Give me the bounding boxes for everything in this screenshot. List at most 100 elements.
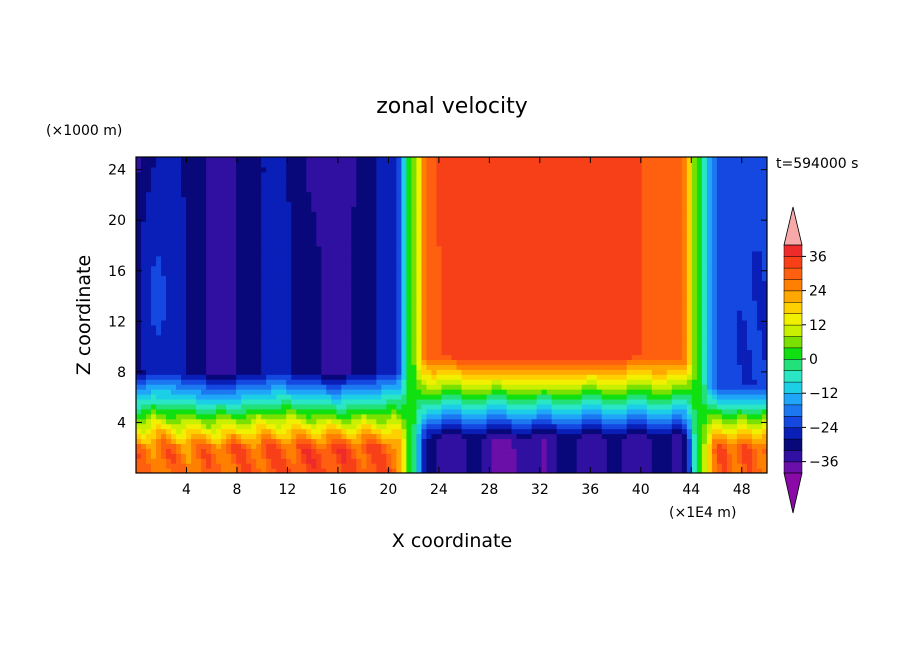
heatmap-cell — [271, 463, 277, 469]
heatmap-cell — [136, 394, 142, 400]
heatmap-cell — [311, 181, 317, 188]
heatmap-cell — [151, 255, 157, 262]
heatmap-cell — [486, 295, 493, 301]
heatmap-cell — [311, 453, 317, 459]
heatmap-cell — [331, 359, 337, 365]
heatmap-cell — [256, 384, 262, 390]
heatmap-cell — [296, 403, 302, 410]
heatmap-cell — [346, 443, 352, 449]
heatmap-cell — [436, 305, 443, 311]
heatmap-cell — [286, 354, 292, 361]
heatmap-cell — [266, 453, 272, 459]
heatmap-cell — [476, 157, 483, 163]
heatmap-cell — [136, 315, 142, 321]
heatmap-cell — [246, 384, 252, 390]
heatmap-cell — [501, 319, 508, 326]
heatmap-cell — [171, 334, 177, 341]
heatmap-cell — [316, 389, 322, 395]
heatmap-cell — [321, 161, 327, 168]
heatmap-cell — [196, 161, 202, 168]
heatmap-cell — [426, 176, 433, 183]
heatmap-cell — [331, 315, 337, 321]
heatmap-cell — [496, 438, 503, 444]
heatmap-cell — [351, 270, 357, 277]
heatmap-cell — [471, 369, 478, 375]
heatmap-cell — [291, 408, 297, 415]
heatmap-cell — [256, 433, 262, 440]
heatmap-cell — [396, 389, 403, 395]
heatmap-cell — [156, 433, 162, 440]
heatmap-cell — [496, 245, 503, 252]
heatmap-cell — [391, 349, 398, 356]
heatmap-cell — [191, 344, 197, 351]
heatmap-cell — [176, 329, 182, 336]
heatmap-cell — [166, 374, 172, 380]
heatmap-cell — [341, 443, 347, 449]
heatmap-cell — [376, 191, 382, 198]
heatmap-cell — [511, 438, 518, 444]
heatmap-cell — [501, 305, 508, 311]
heatmap-cell — [146, 226, 152, 232]
heatmap-cell — [476, 315, 483, 321]
heatmap-cell — [481, 384, 488, 390]
heatmap-cell — [436, 310, 443, 316]
heatmap-cell — [391, 161, 398, 168]
heatmap-cell — [426, 443, 433, 449]
heatmap-cell — [281, 423, 287, 430]
heatmap-cell — [401, 443, 408, 449]
heatmap-cell — [321, 201, 327, 207]
heatmap-cell — [276, 245, 282, 252]
heatmap-cell — [401, 171, 408, 178]
heatmap-cell — [176, 305, 182, 311]
heatmap-cell — [371, 438, 377, 444]
heatmap-cell — [141, 463, 147, 469]
heatmap-cell — [331, 181, 337, 188]
heatmap-cell — [221, 216, 227, 222]
heatmap-cell — [486, 394, 493, 400]
heatmap-cell — [321, 453, 327, 459]
heatmap-cell — [251, 408, 257, 415]
heatmap-cell — [506, 176, 513, 183]
heatmap-cell — [261, 398, 267, 405]
heatmap-cell — [336, 423, 342, 430]
heatmap-cell — [331, 349, 337, 356]
heatmap-cell — [501, 285, 508, 291]
heatmap-cell — [401, 374, 408, 380]
heatmap-cell — [496, 280, 503, 286]
heatmap-cell — [176, 290, 182, 296]
heatmap-cell — [366, 334, 372, 341]
heatmap-cell — [426, 265, 433, 272]
heatmap-cell — [431, 290, 438, 296]
heatmap-cell — [411, 255, 418, 262]
heatmap-cell — [436, 349, 443, 356]
heatmap-cell — [151, 290, 157, 296]
heatmap-cell — [511, 201, 518, 207]
heatmap-cell — [461, 260, 468, 267]
heatmap-cell — [511, 236, 518, 242]
heatmap-cell — [256, 221, 262, 227]
heatmap-cell — [311, 295, 317, 301]
heatmap-cell — [276, 339, 282, 346]
heatmap-cell — [446, 389, 453, 395]
heatmap-cell — [341, 418, 347, 425]
heatmap-cell — [291, 339, 297, 346]
heatmap-cell — [476, 448, 483, 454]
heatmap-cell — [191, 374, 197, 380]
heatmap-cell — [316, 250, 322, 257]
heatmap-cell — [361, 250, 367, 257]
heatmap-cell — [261, 413, 267, 420]
heatmap-cell — [206, 389, 212, 395]
heatmap-cell — [356, 231, 362, 237]
heatmap-cell — [141, 260, 147, 267]
heatmap-cell — [151, 329, 157, 336]
heatmap-cell — [186, 418, 192, 425]
heatmap-cell — [211, 221, 217, 227]
heatmap-cell — [171, 171, 177, 178]
heatmap-cell — [476, 300, 483, 306]
heatmap-cell — [141, 394, 147, 400]
heatmap-cell — [216, 324, 222, 331]
heatmap-cell — [416, 448, 423, 454]
heatmap-cell — [176, 448, 182, 454]
heatmap-cell — [421, 206, 428, 212]
heatmap-cell — [346, 344, 352, 351]
